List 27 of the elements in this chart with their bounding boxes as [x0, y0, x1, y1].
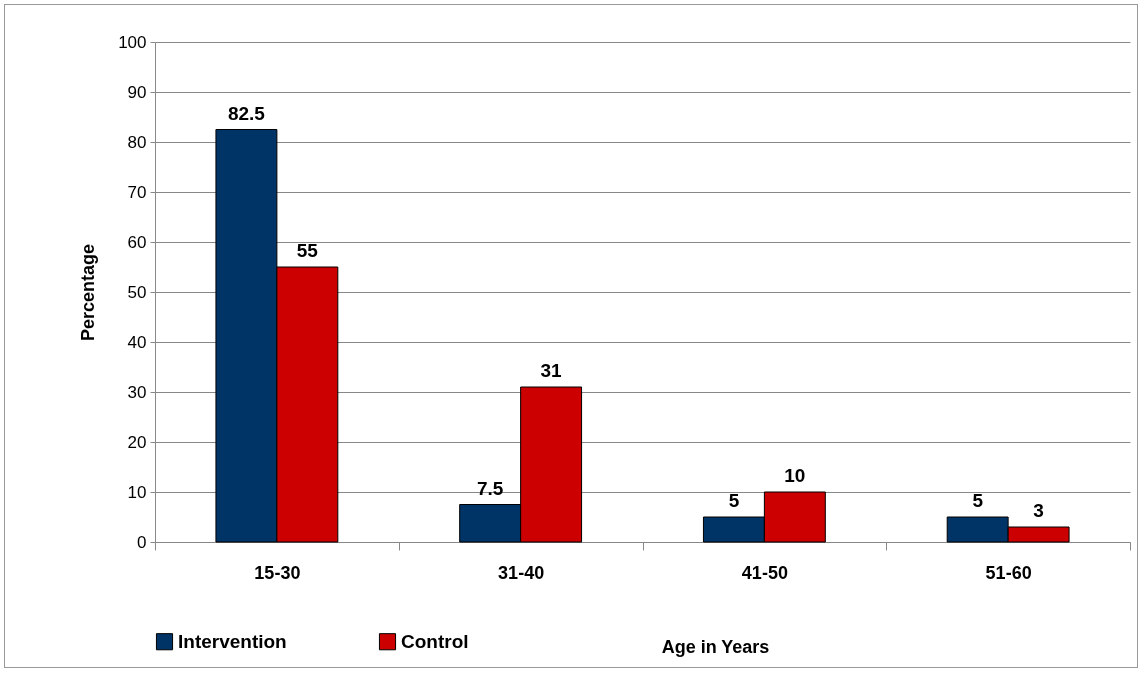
y-tick-label: 50 [127, 282, 147, 302]
data-label: 3 [1033, 500, 1044, 521]
y-tick-label: 0 [137, 532, 147, 552]
x-tick-label: 15-30 [254, 562, 301, 583]
data-label: 5 [728, 490, 740, 511]
data-label: 5 [972, 490, 984, 511]
legend-label: Control [401, 630, 469, 652]
y-axis-title: Percentage [78, 243, 99, 342]
data-label: 31 [540, 360, 563, 381]
data-label: 55 [296, 240, 319, 261]
x-tick-label: 51-60 [985, 562, 1032, 583]
y-tick-label: 70 [127, 182, 147, 202]
legend-label: Intervention [178, 630, 287, 652]
data-label: 82.5 [227, 102, 266, 124]
y-tick-label: 80 [127, 132, 147, 152]
y-tick-label: 40 [127, 332, 147, 352]
x-tick-label: 41-50 [741, 562, 788, 583]
y-tick-label: 90 [127, 82, 147, 102]
y-tick-label: 10 [127, 482, 147, 502]
x-axis-title: Age in Years [661, 636, 770, 657]
y-tick-label: 100 [118, 32, 147, 52]
x-tick-label: 31-40 [498, 562, 545, 583]
data-label: 7.5 [476, 477, 504, 499]
y-tick-label: 20 [127, 432, 147, 452]
y-tick-label: 30 [127, 382, 147, 402]
data-label: 10 [784, 465, 806, 486]
y-tick-label: 60 [127, 232, 147, 252]
